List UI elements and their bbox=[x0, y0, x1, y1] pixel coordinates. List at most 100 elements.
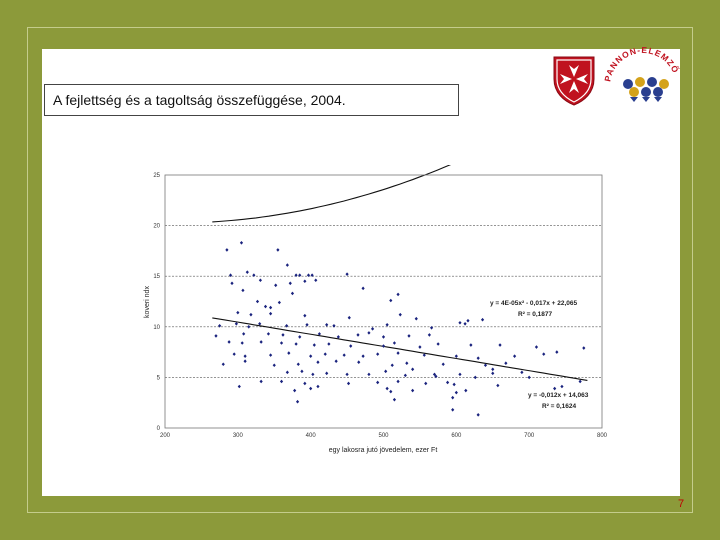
poly-trend-r2: R² = 0,1877 bbox=[518, 311, 553, 318]
data-point bbox=[327, 342, 331, 346]
data-point bbox=[296, 362, 300, 367]
data-point bbox=[314, 278, 318, 283]
data-point bbox=[414, 316, 418, 321]
plot-area-border bbox=[164, 174, 603, 429]
data-point bbox=[294, 342, 298, 346]
data-point bbox=[458, 372, 462, 377]
data-point bbox=[466, 318, 470, 323]
data-point bbox=[473, 375, 477, 380]
y-tick-label: 10 bbox=[153, 325, 160, 331]
poly-trend-equation: y = 4E-05x² - 0,017x + 22,065 bbox=[490, 300, 577, 307]
data-point bbox=[542, 352, 546, 356]
y-tick-label: 25 bbox=[153, 173, 160, 179]
data-point bbox=[405, 361, 409, 366]
data-point bbox=[357, 360, 361, 365]
data-point bbox=[312, 343, 316, 347]
data-point bbox=[504, 361, 508, 366]
data-point bbox=[279, 379, 284, 384]
data-point bbox=[454, 354, 458, 358]
data-point bbox=[398, 312, 402, 317]
data-point bbox=[345, 372, 349, 377]
data-point bbox=[241, 288, 245, 293]
data-point bbox=[361, 286, 365, 291]
x-tick-label: 200 bbox=[160, 433, 171, 439]
data-point bbox=[389, 298, 393, 303]
data-point bbox=[230, 281, 234, 286]
data-point bbox=[578, 379, 582, 384]
data-point bbox=[403, 373, 407, 378]
data-point bbox=[381, 344, 386, 348]
page-title: A fejlettség és a tagoltság összefüggése… bbox=[53, 92, 346, 108]
data-point bbox=[491, 367, 495, 372]
data-point bbox=[553, 386, 557, 391]
data-point bbox=[432, 372, 437, 377]
data-point bbox=[245, 270, 249, 274]
data-point bbox=[469, 343, 473, 347]
data-point bbox=[390, 363, 394, 368]
maltese-cross-shield-logo bbox=[553, 56, 595, 106]
data-point bbox=[287, 351, 291, 355]
data-point bbox=[342, 353, 346, 357]
data-point bbox=[317, 332, 322, 336]
data-point bbox=[434, 374, 438, 379]
data-point bbox=[513, 354, 517, 358]
data-point bbox=[237, 384, 241, 389]
x-tick-label: 400 bbox=[306, 433, 317, 439]
data-point bbox=[263, 304, 268, 309]
data-point bbox=[498, 343, 502, 347]
data-point bbox=[483, 363, 488, 368]
data-point bbox=[274, 283, 278, 288]
data-point bbox=[422, 353, 426, 357]
data-point bbox=[392, 397, 397, 402]
data-point bbox=[389, 389, 393, 394]
data-point bbox=[259, 340, 263, 344]
data-point bbox=[392, 341, 397, 345]
data-point bbox=[427, 333, 431, 337]
data-point bbox=[281, 333, 285, 337]
data-point bbox=[266, 332, 271, 336]
data-point bbox=[243, 359, 247, 364]
data-point bbox=[334, 359, 338, 364]
data-point bbox=[295, 399, 300, 404]
data-point bbox=[249, 312, 253, 317]
scatter-chart: 0 5 10 15 20 25 200 300 400 500 600 700 800 koveri n… bbox=[144, 165, 608, 454]
data-point bbox=[441, 362, 445, 367]
data-point bbox=[476, 356, 480, 360]
linear-trendline bbox=[212, 317, 588, 381]
data-point bbox=[376, 352, 380, 356]
x-tick-label: 300 bbox=[233, 433, 244, 439]
pannon-elemzo-logo: PANNON-ELEMZŐ bbox=[602, 45, 681, 102]
data-point bbox=[242, 332, 246, 336]
page-number: 7 bbox=[678, 498, 685, 510]
data-point bbox=[239, 241, 244, 245]
data-point bbox=[311, 372, 315, 377]
data-point bbox=[285, 323, 289, 328]
data-point bbox=[218, 323, 222, 328]
data-point bbox=[527, 375, 531, 380]
data-point bbox=[407, 334, 411, 338]
linear-trend-r2: R² = 0,1624 bbox=[542, 403, 577, 410]
data-point bbox=[316, 384, 320, 389]
data-point bbox=[290, 291, 295, 296]
data-point bbox=[298, 335, 302, 339]
y-tick-label: 5 bbox=[157, 375, 161, 381]
y-tick-label: 20 bbox=[153, 224, 160, 230]
data-point bbox=[463, 321, 467, 326]
data-point bbox=[279, 341, 284, 345]
data-point bbox=[309, 354, 313, 358]
data-point bbox=[221, 362, 225, 367]
data-point bbox=[396, 292, 400, 297]
data-point bbox=[454, 390, 458, 395]
x-tick-label: 700 bbox=[524, 433, 535, 439]
data-point bbox=[560, 384, 564, 389]
data-point bbox=[429, 326, 434, 330]
data-point bbox=[305, 322, 309, 327]
data-point bbox=[277, 300, 281, 305]
trendlines bbox=[212, 165, 588, 381]
brand-text: PANNON-ELEMZŐ bbox=[602, 45, 681, 83]
y-tick-label: 0 bbox=[157, 426, 161, 432]
data-point bbox=[214, 334, 218, 338]
linear-trend-equation: y = -0,012x + 14,063 bbox=[528, 392, 589, 399]
x-tick-label: 800 bbox=[597, 433, 608, 439]
data-point bbox=[385, 322, 389, 327]
